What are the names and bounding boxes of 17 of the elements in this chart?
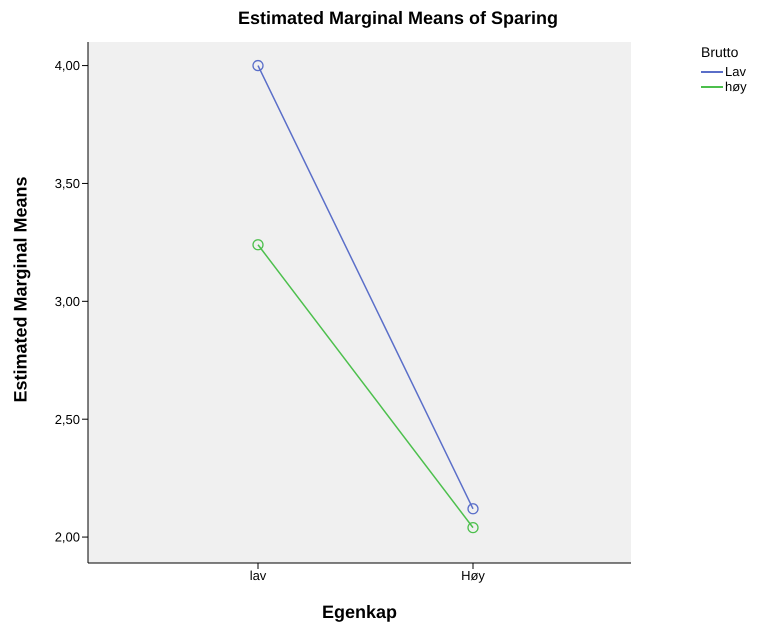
y-tick-label: 3,00 (54, 294, 80, 309)
chart-title: Estimated Marginal Means of Sparing (236, 8, 560, 29)
point (467, 503, 479, 514)
legend-title: Brutto (701, 44, 740, 60)
x-tick-label: Høy (461, 568, 486, 584)
legend-label: Lav (725, 64, 746, 79)
x-tick-label: lav (250, 568, 267, 584)
legend-label: høy (725, 79, 747, 94)
point (252, 60, 264, 72)
y-axis-title: Estimated Marginal Means (10, 176, 30, 402)
point (467, 522, 479, 534)
y-tick-label: 4,00 (54, 58, 80, 74)
y-tick-label: 2,50 (54, 412, 80, 427)
y-tick-label: 3,50 (54, 176, 80, 192)
point (252, 239, 264, 250)
y-tick-label: 2,00 (54, 530, 80, 545)
x-axis-title: Egenkap (322, 602, 398, 622)
